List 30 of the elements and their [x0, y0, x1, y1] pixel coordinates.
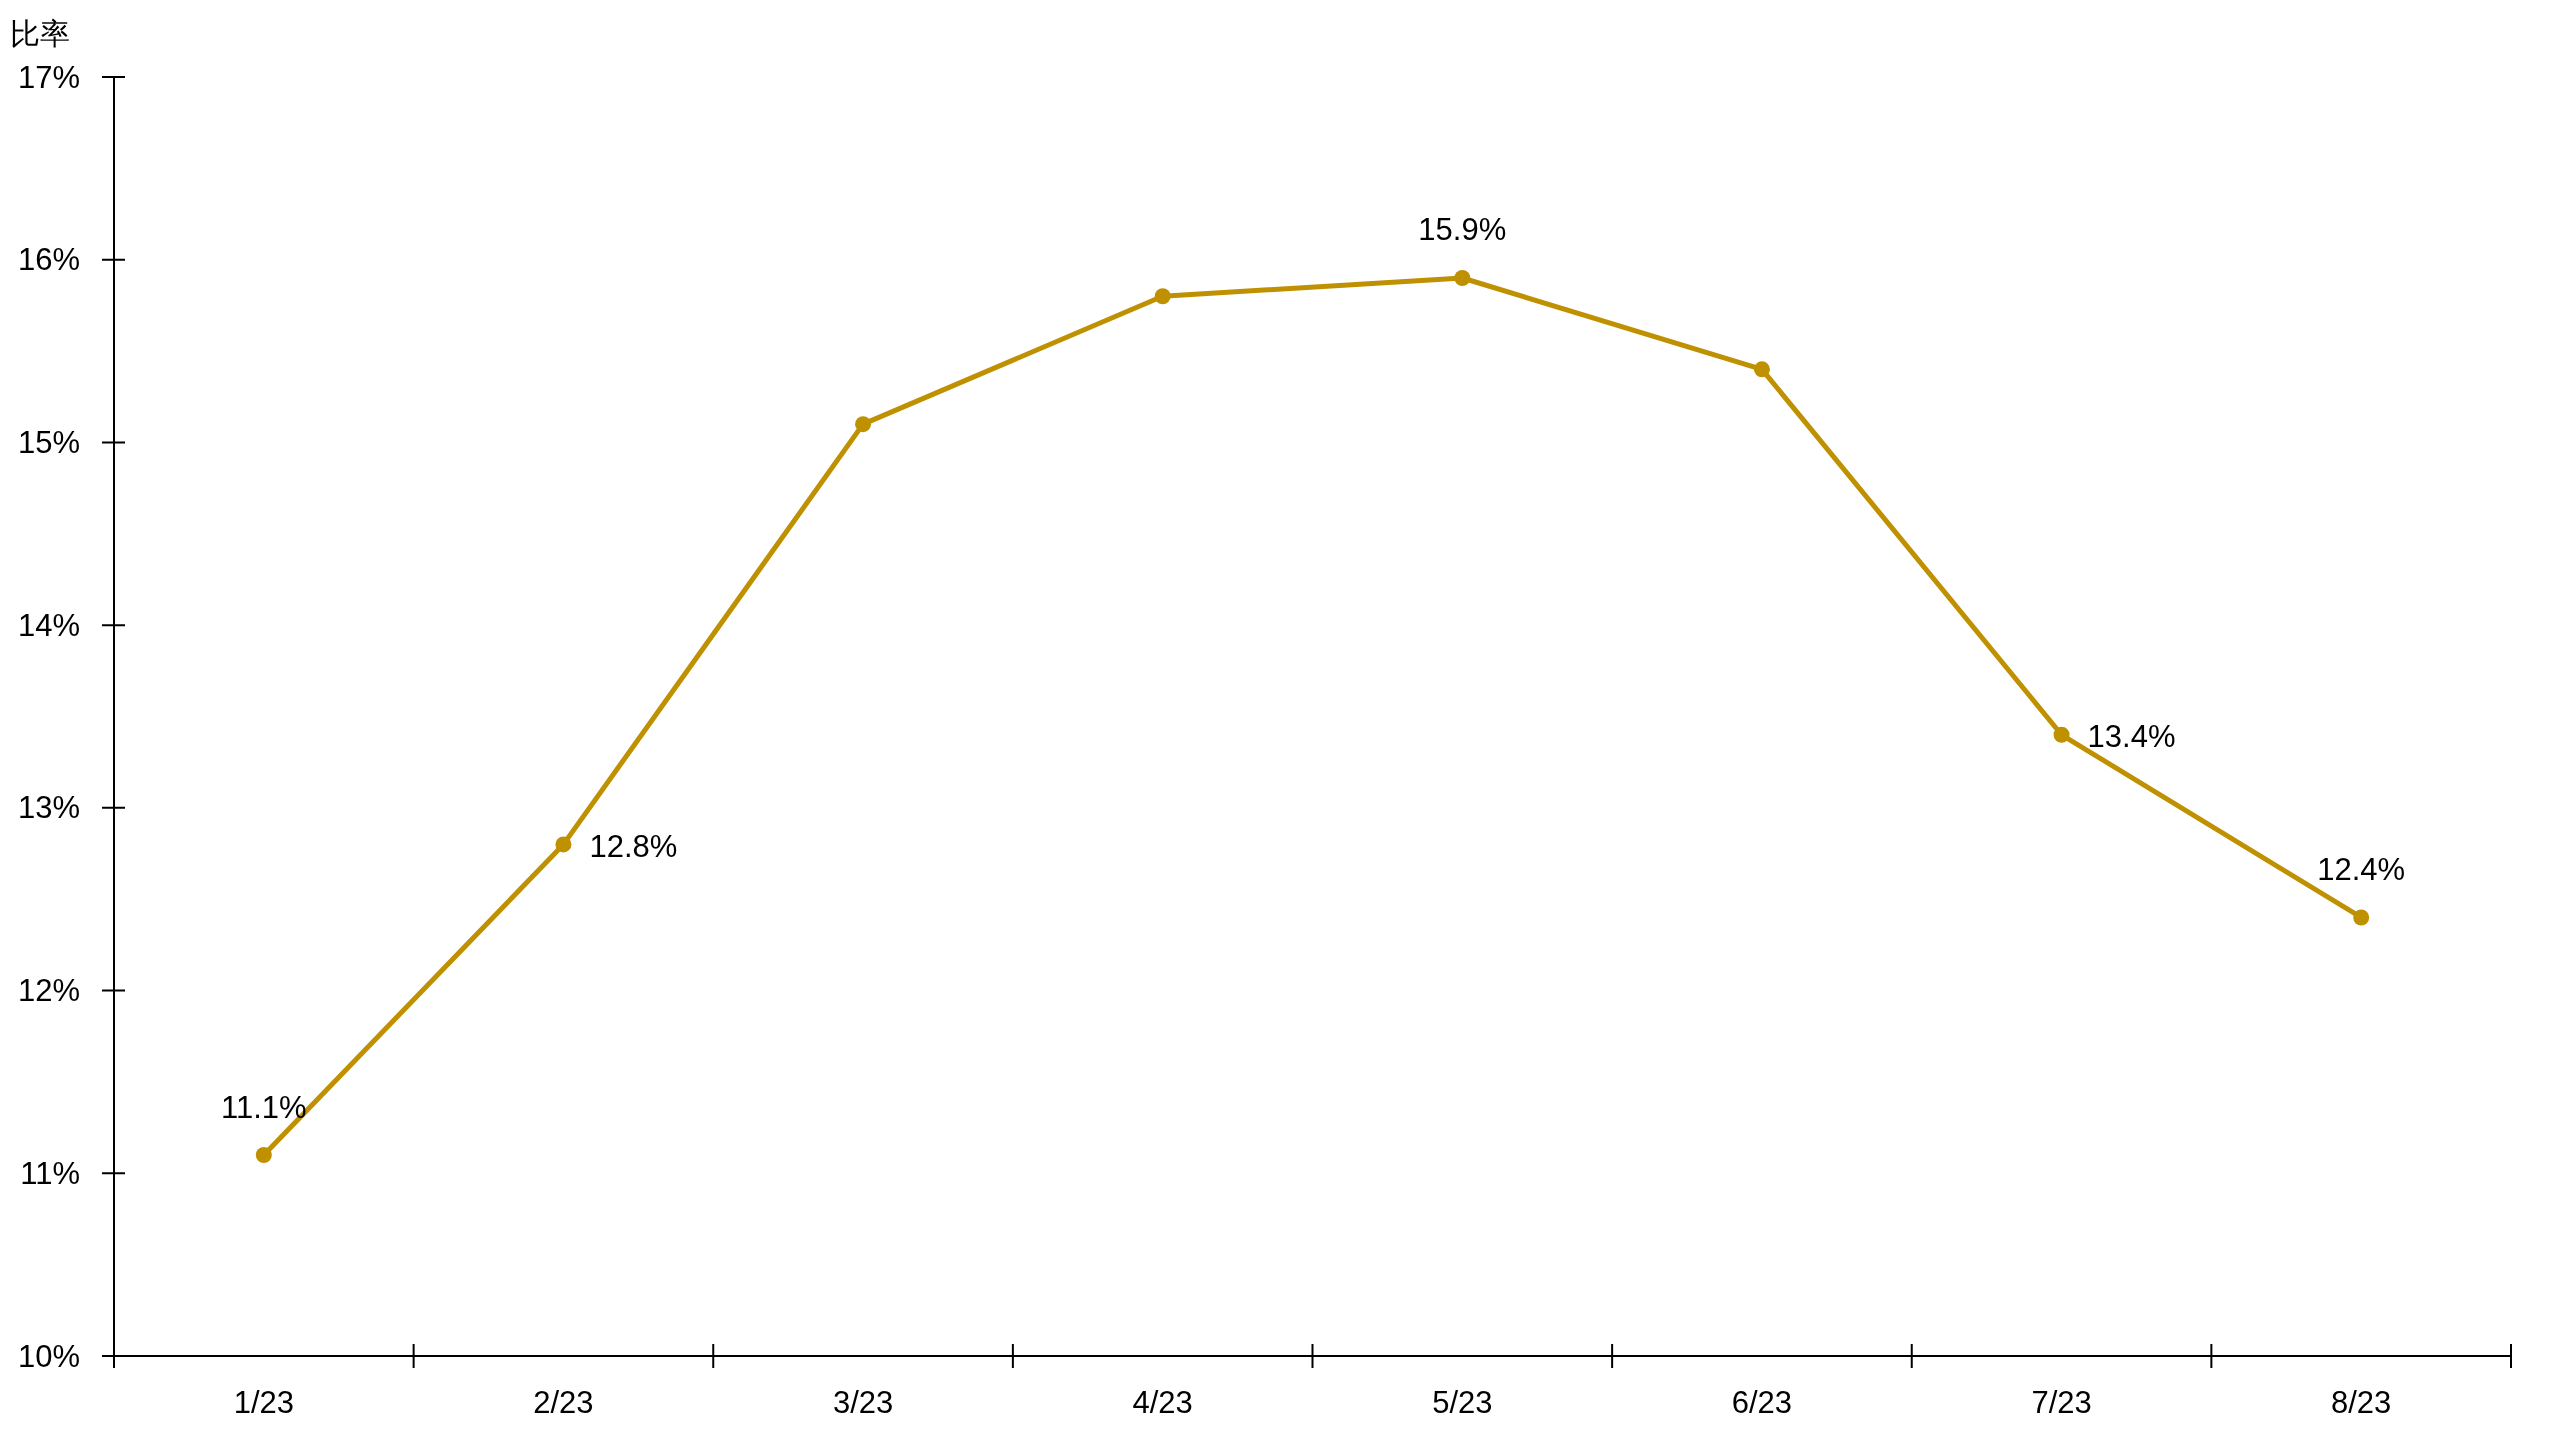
ytick: 12%	[17, 973, 80, 1009]
point	[855, 416, 872, 433]
xtick: 2/23	[533, 1384, 594, 1420]
ytick: 17%	[17, 59, 80, 95]
xtick: 4/23	[1132, 1384, 1193, 1420]
data-label: 15.9%	[1418, 212, 1507, 248]
xtick: 8/23	[2331, 1384, 2392, 1420]
ylabel: 比率	[10, 17, 70, 50]
data-label: 12.8%	[589, 828, 678, 864]
point	[555, 836, 572, 853]
point	[2053, 726, 2070, 743]
ytick: 16%	[17, 242, 80, 278]
data-label: 11.1%	[221, 1089, 307, 1125]
ytick: 11%	[20, 1155, 80, 1191]
xtick: 5/23	[1432, 1384, 1493, 1420]
point	[1154, 288, 1171, 305]
point	[1454, 269, 1471, 286]
ytick: 15%	[17, 424, 80, 460]
ytick: 13%	[17, 790, 80, 826]
data-label: 12.4%	[2317, 852, 2406, 887]
xtick: 6/23	[1731, 1384, 1793, 1420]
point	[255, 1147, 272, 1164]
point	[1753, 361, 1770, 378]
ytick: 10%	[17, 1338, 80, 1374]
xtick: 1/23	[233, 1384, 294, 1420]
point	[2353, 909, 2370, 926]
data-label: 13.4%	[2087, 719, 2176, 755]
xtick: 3/23	[832, 1384, 894, 1420]
xtick: 7/23	[2031, 1384, 2092, 1420]
ytick: 14%	[17, 607, 80, 643]
